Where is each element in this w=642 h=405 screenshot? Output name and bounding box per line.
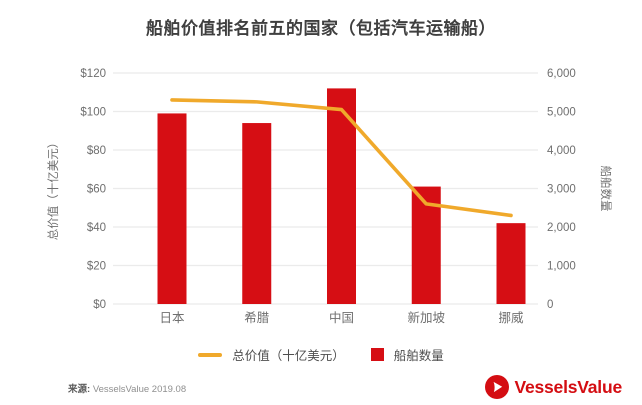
right-axis-tick-label: 3,000	[547, 184, 576, 196]
right-axis-tick-label: 1,000	[547, 261, 576, 273]
x-axis-label: 新加坡	[407, 310, 445, 325]
combo-chart: $0 0 $20 1,000 $40 2,000 $60 3,000 $80 4,000 $100 5…	[46, 68, 613, 325]
bar	[496, 223, 526, 304]
right-axis-tick-label: 6,000	[547, 68, 576, 80]
x-axis-label: 中国	[329, 310, 354, 325]
left-axis-tick-label: $20	[87, 261, 106, 273]
x-axis-label: 挪威	[498, 311, 524, 325]
vesselsvalue-logo-icon	[485, 375, 510, 399]
right-axis-tick-label: 4,000	[547, 145, 576, 157]
legend-item-line: 总价值（十亿美元）	[198, 345, 345, 364]
right-axis-title: 船舶数量	[599, 166, 613, 212]
x-axis-label: 希腊	[244, 310, 270, 325]
source-text: VesselsValue 2019.08	[92, 384, 187, 395]
left-axis-tick-label: $120	[80, 68, 106, 80]
legend: 总价值（十亿美元） 船舶数量	[0, 345, 642, 364]
vesselsvalue-logo: VesselsValue	[485, 375, 622, 399]
bar	[242, 123, 272, 304]
left-axis-tick-label: $60	[87, 184, 106, 196]
x-axis-label: 日本	[159, 311, 185, 325]
left-axis-title: 总价值（十亿美元）	[46, 137, 60, 241]
bar	[327, 88, 356, 305]
bar-series-swatch	[370, 348, 384, 361]
vesselsvalue-logo-text: VesselsValue	[514, 376, 622, 397]
left-axis-tick-label: $100	[80, 107, 106, 119]
bar-series-label: 船舶数量	[393, 349, 444, 363]
right-axis-tick-label: 0	[547, 299, 553, 311]
left-axis-tick-label: $80	[87, 145, 106, 157]
legend-item-bar: 船舶数量	[370, 345, 444, 364]
value-line	[170, 98, 513, 218]
chart-title: 船舶价值排名前五的国家（包括汽车运输船）	[146, 19, 496, 38]
left-axis-tick-label: $40	[87, 222, 106, 234]
source-note: 来源: VesselsValue 2019.08	[68, 381, 186, 395]
line-series-label: 总价值（十亿美元）	[232, 349, 345, 363]
right-axis-tick-label: 5,000	[547, 107, 576, 119]
bar	[157, 113, 187, 304]
left-axis-tick-label: $0	[93, 299, 106, 311]
right-axis-tick-label: 2,000	[547, 222, 576, 234]
line-series-swatch	[198, 352, 223, 357]
source-prefix: 来源:	[68, 384, 91, 395]
